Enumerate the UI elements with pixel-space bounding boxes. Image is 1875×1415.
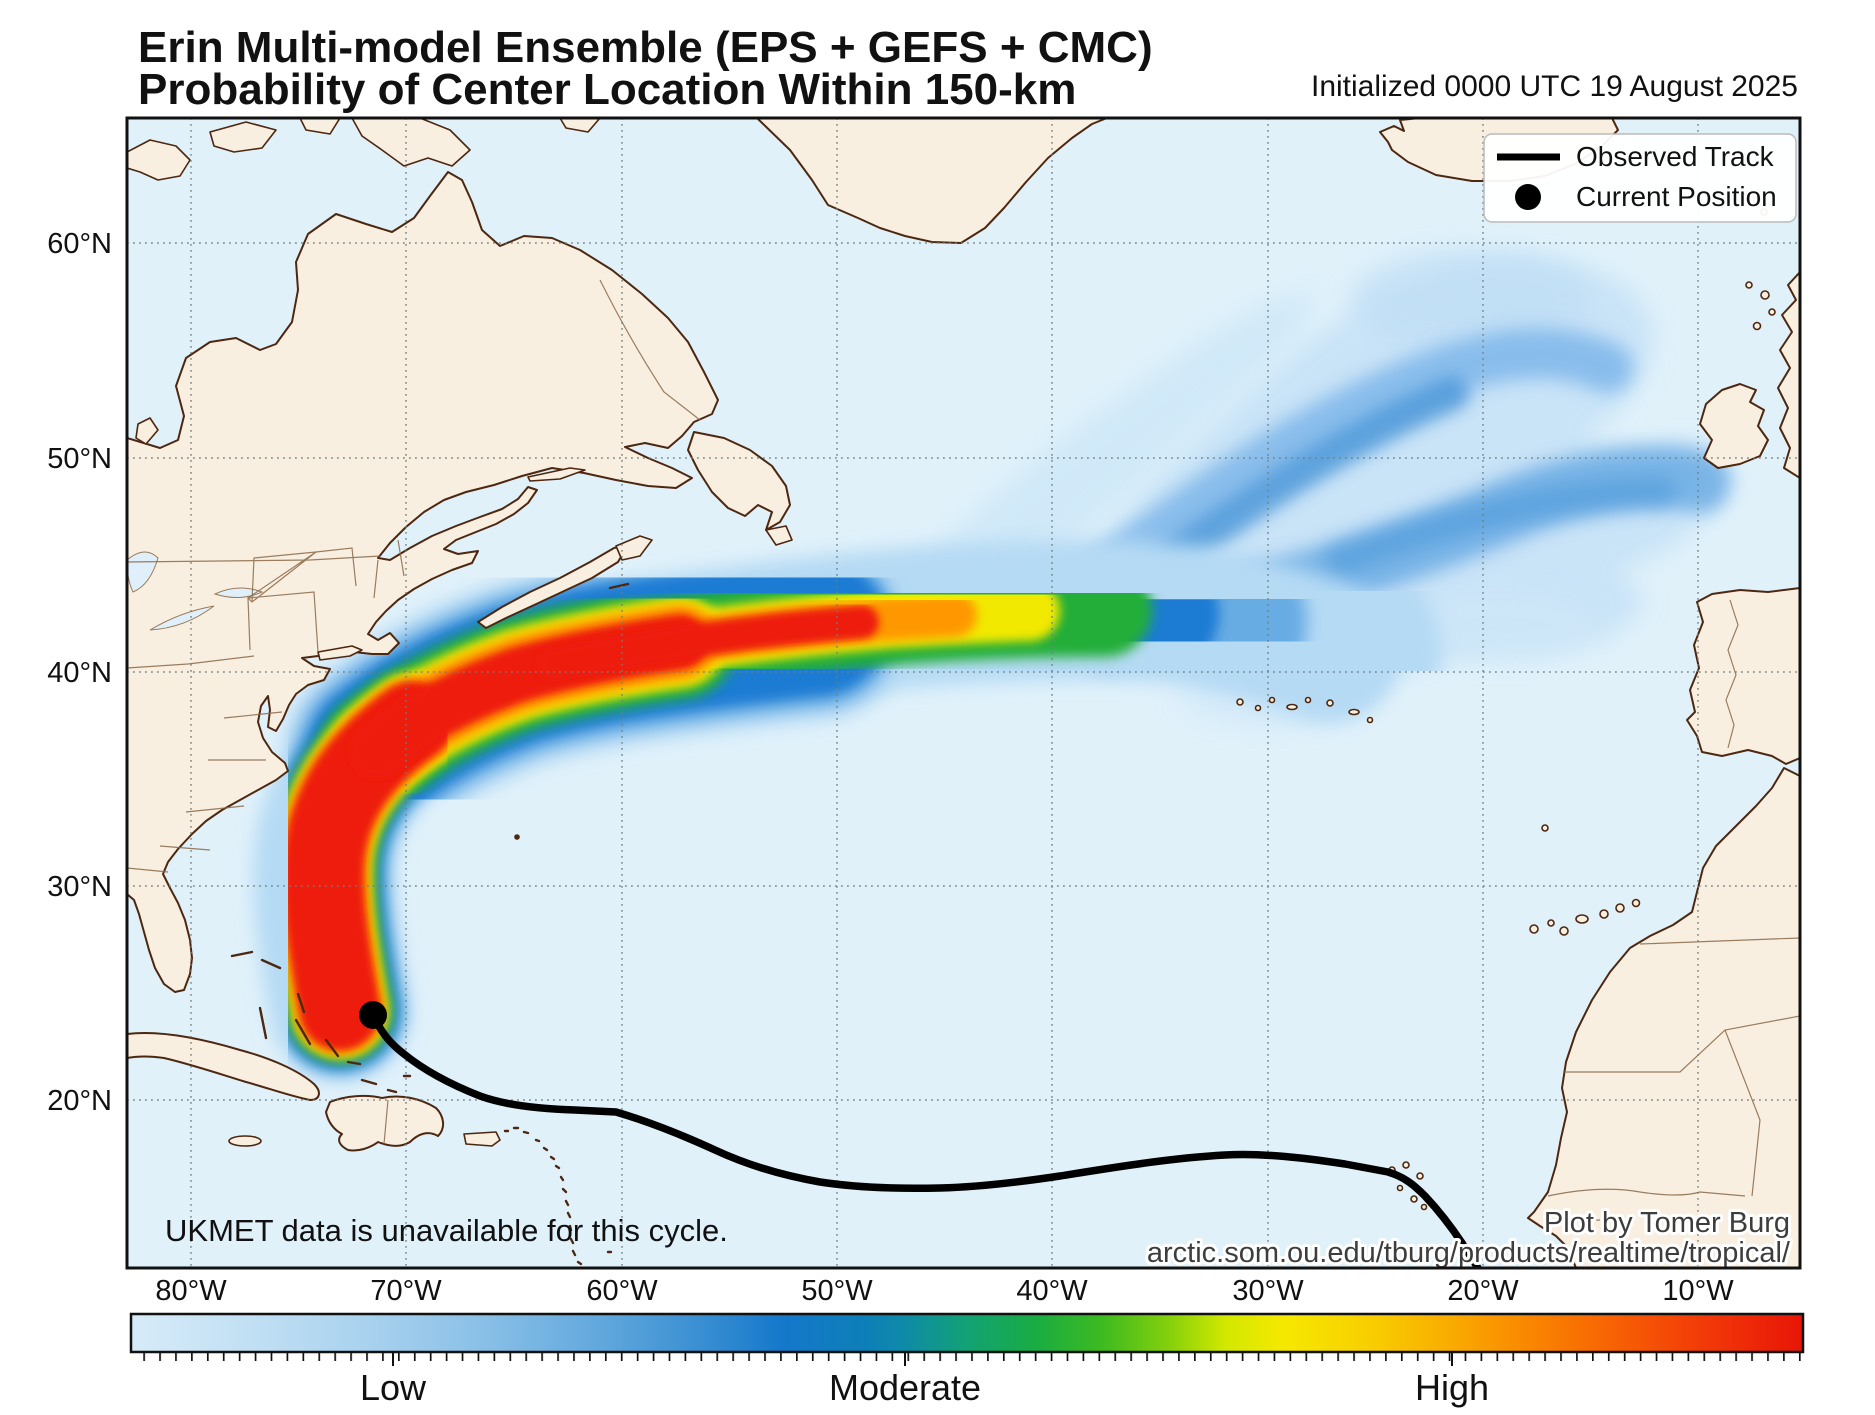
state-borders [127,279,701,873]
belcher-islands [135,417,159,445]
legend-current-position-label: Current Position [1576,181,1777,212]
colorbar-gradient [129,1312,1805,1354]
current-position-marker [359,1001,387,1029]
madeira [1541,824,1549,832]
lat-label-50n: 50°N [47,443,112,475]
landmass-ireland [1699,383,1769,469]
colorbar-minor-ticks [131,1352,1803,1361]
portugal-spain-border [1725,599,1739,749]
sable-island [608,582,630,590]
colorbar-label-moderate: Moderate [829,1367,981,1408]
lat-label-40n: 40°N [47,657,112,689]
bermuda [514,834,520,840]
landmass-north-america [127,171,719,993]
lat-label-20n: 20°N [47,1085,112,1117]
lat-axis-labels: 60°N 50°N 40°N 30°N 20°N [47,228,112,1117]
legend-box [1483,133,1797,223]
colorbar-label-low: Low [360,1367,427,1408]
page-title-line1: Erin Multi-model Ensemble (EPS + GEFS + … [138,23,1153,72]
puerto-rico [463,1131,501,1147]
map-frame [125,116,1802,1270]
page-title-line2: Probability of Center Location Within 15… [138,65,1076,114]
lake-ontario [213,587,264,598]
probability-plume-band [253,497,1441,1080]
landmass-africa [1527,767,1800,1268]
landmass-great-britain [1777,271,1800,479]
landmass-cuba [127,1031,320,1101]
landmass-newfoundland [687,431,791,531]
legend: Observed Track Current Position [1483,133,1797,223]
long-island [317,645,363,661]
lat-label-30n: 30°N [47,871,112,903]
lon-axis-labels: 80°W 70°W 60°W 50°W 40°W 30°W 20°W 10°W [155,1275,1734,1307]
azores-islands [1236,696,1374,724]
current-position-legend-icon [1515,184,1541,210]
ukmet-note: UKMET data is unavailable for this cycle… [165,1213,728,1248]
lon-label-10w: 10°W [1662,1275,1734,1307]
lon-label-30w: 30°W [1232,1275,1304,1307]
lon-label-20w: 20°W [1447,1275,1519,1307]
landmass-hispaniola [325,1094,444,1152]
colorbar: Low Moderate High [129,1312,1805,1408]
landmass-arctic-islands [127,118,601,181]
lon-label-50w: 50°W [801,1275,873,1307]
landmass-iberia [1686,587,1800,765]
lon-label-60w: 60°W [586,1275,658,1307]
init-time-label: Initialized 0000 UTC 19 August 2025 [1311,70,1798,103]
bahamas-islands [230,950,412,1094]
cape-verde-islands [1388,1161,1428,1211]
landmasses [127,118,1800,1268]
credit-url: arctic.som.ou.edu/tburg/products/realtim… [1147,1237,1791,1269]
jamaica [228,1135,262,1147]
lake-erie [149,605,215,631]
canary-islands [1529,898,1641,936]
lon-label-80w: 80°W [155,1275,227,1307]
credit-author: Plot by Tomer Burg [1544,1207,1790,1239]
lon-label-70w: 70°W [370,1275,442,1307]
lat-label-60n: 60°N [47,228,112,260]
hebrides-islands [1745,281,1776,331]
observed-track-line [369,1011,1482,1268]
legend-observed-track-label: Observed Track [1576,141,1775,172]
anticosti-island [527,467,586,482]
colorbar-label-high: High [1415,1367,1489,1408]
africa-country-borders [1547,937,1800,1223]
lon-label-40w: 40°W [1016,1275,1088,1307]
lesser-antilles-islands [503,1126,613,1266]
